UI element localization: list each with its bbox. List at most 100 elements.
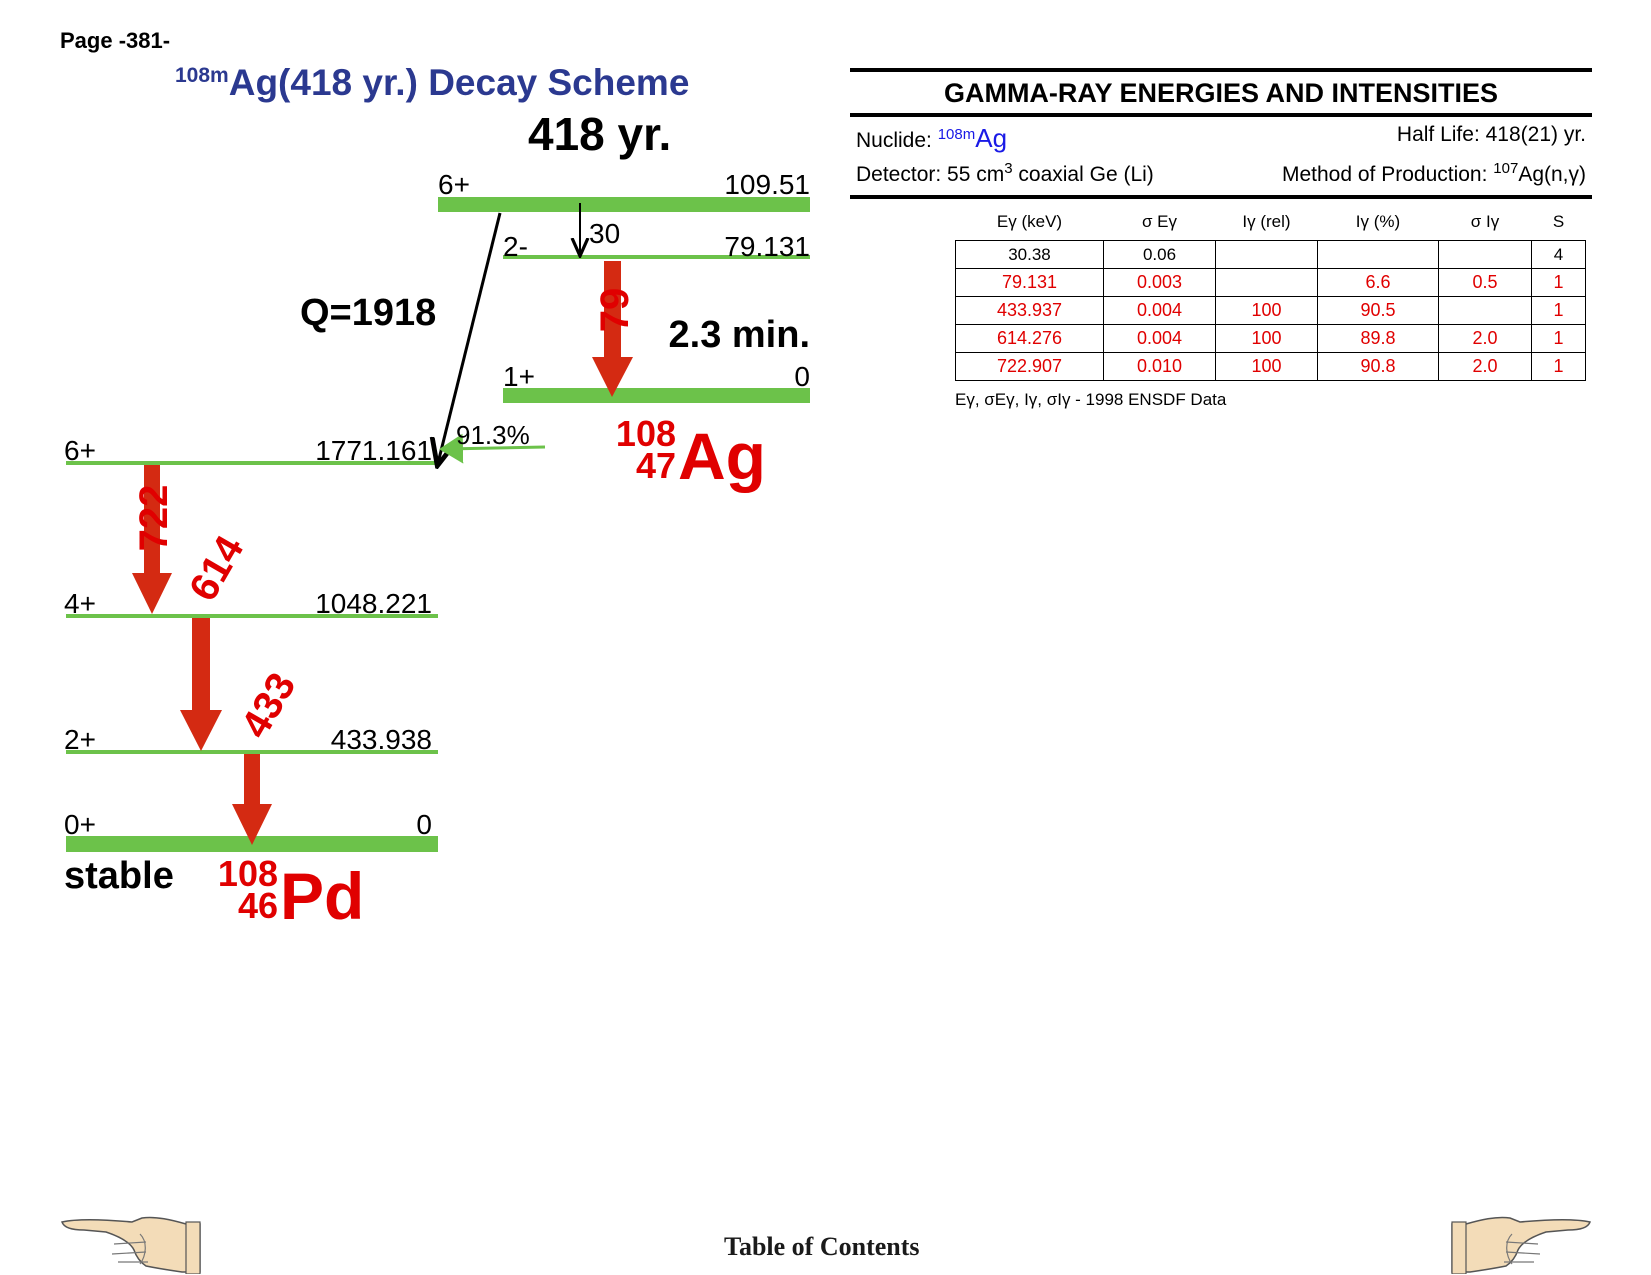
pd-mass-number: 108 [218,853,278,894]
detector-field: Detector: 55 cm3 coaxial Ge (Li) [856,155,1154,189]
gamma-614-head [180,710,222,751]
table-row: 722.907 0.010 100 90.8 2.0 1 [955,352,1586,381]
table-cell [1317,240,1439,269]
table-cell: 90.8 [1317,352,1439,381]
table-cell: 1 [1531,352,1586,381]
table-cell: 0.003 [1103,268,1216,297]
table-cell: 90.5 [1317,296,1439,325]
table-cell: 100 [1215,324,1318,353]
table-cell: 89.8 [1317,324,1439,353]
transition-30-label: 30 [589,218,620,249]
ag-level-1plus-energy: 0 [794,361,810,392]
branch-arrow [439,433,546,464]
branch-percent: 91.3% [456,420,530,450]
method-text-a: Method of Production: [1281,163,1494,186]
table-cell: 1 [1531,296,1586,325]
ag-level-2minus-spin: 2- [503,231,528,262]
ag-level-1plus-spin: 1+ [503,361,535,392]
gamma-table-header: Eγ (keV) σ Eγ Iγ (rel) Iγ (%) σ Iγ S [956,212,1586,241]
gamma-433-head [232,804,272,845]
col-header-sigma-intensity: σ Iγ [1470,212,1500,231]
gamma-79-shaft [604,261,621,357]
table-cell: 0.5 [1438,268,1532,297]
table-cell: 30.38 [955,240,1104,269]
gamma-722-head [132,573,172,614]
transition-79-label: 79 [593,288,637,333]
ag-atomic-number: 47 [636,445,676,486]
table-cell: 6.6 [1317,268,1439,297]
transition-614-label: 614 [181,528,253,608]
pd-symbol: Pd [280,859,364,933]
transition-722-label: 722 [132,485,176,552]
detector-row: Detector: 55 cm3 coaxial Ge (Li) Method … [850,155,1592,189]
pd-level-0plus-spin: 0+ [64,809,96,840]
transition-433-label: 433 [233,666,304,746]
ag-level-1plus-line [503,388,810,403]
title-text: Ag(418 yr.) Decay Scheme [228,62,690,103]
gamma-table: Eγ (keV) σ Eγ Iγ (rel) Iγ (%) σ Iγ S 30.… [955,212,1586,381]
table-cell: 1 [1531,268,1586,297]
ag-level-6plus-line [438,197,810,212]
gamma-433-shaft [244,754,260,804]
pd-level-0plus-energy: 0 [416,809,432,840]
pd-level-6plus-energy: 1771.161 [315,435,432,466]
pd-level-2plus-energy: 433.938 [331,724,432,755]
table-cell: 100 [1215,296,1318,325]
nuclide-field: Nuclide: 108mAg [856,121,1007,155]
detector-text-b: coaxial Ge (Li) [1012,163,1154,186]
table-cell: 0.004 [1103,324,1216,353]
table-footnote: Eγ, σEγ, Iγ, σIγ - 1998 ENSDF Data [955,390,1227,409]
decay-scheme-title: 108mAg(418 yr.) Decay Scheme [175,62,689,104]
col-header-intensity-rel: Iγ (rel) [1242,212,1291,231]
title-mass-superscript: 108m [175,64,229,87]
gamma-heading: GAMMA-RAY ENERGIES AND INTENSITIES [943,78,1499,108]
col-header-sigma-energy: σ Eγ [1141,212,1178,231]
gamma-614-shaft [192,618,210,710]
detector-sup: 3 [1004,160,1013,177]
nuclide-mass-sup: 108m [937,126,976,143]
parent-halflife: 418 yr. [528,108,671,160]
pd-level-2plus-line [66,750,438,754]
nuclide-row: Nuclide: 108mAg Half Life: 418(21) yr. [850,121,1592,155]
pointing-hand-left-icon[interactable] [60,1212,202,1274]
table-cell: 0.06 [1103,240,1216,269]
stable-label: stable [64,855,174,897]
table-cell: 433.937 [955,296,1104,325]
col-header-s: S [1552,212,1565,231]
table-cell: 2.0 [1438,324,1532,353]
detector-text-a: Detector: 55 cm [856,163,1005,186]
table-cell: 100 [1215,352,1318,381]
table-row: 433.937 0.004 100 90.5 1 [955,296,1586,325]
table-row: 30.38 0.06 4 [955,240,1586,269]
table-cell [1438,240,1532,269]
table-row: 614.276 0.004 100 89.8 2.0 1 [955,324,1586,353]
method-field: Method of Production: 107Ag(n,γ) [1282,155,1586,189]
gamma-79-head [592,357,633,397]
table-of-contents-link[interactable]: Table of Contents [724,1232,920,1261]
gamma-info-panel: GAMMA-RAY ENERGIES AND INTENSITIES Nucli… [850,68,1592,199]
pd-atomic-number: 46 [238,885,278,926]
table-cell [1215,240,1318,269]
ag-level-2minus-line [503,255,810,259]
table-row: 79.131 0.003 6.6 0.5 1 [955,268,1586,297]
pd-level-6plus-spin: 6+ [64,435,96,466]
pd-level-4plus-energy: 1048.221 [315,588,432,619]
ag-symbol: Ag [678,419,766,493]
ag-level-2minus-energy: 79.131 [724,231,810,262]
nuclide-symbol: Ag [975,123,1008,153]
pd-level-6plus-line [66,461,438,465]
method-sup: 107 [1493,160,1519,177]
table-cell [1215,268,1318,297]
nuclide-label: Nuclide: [856,129,932,152]
table-cell: 722.907 [955,352,1104,381]
table-cell: 0.004 [1103,296,1216,325]
col-header-energy: Eγ (keV) [996,212,1063,231]
table-cell: 1 [1531,324,1586,353]
pointing-hand-right-icon[interactable] [1450,1212,1592,1274]
page-label: Page -381- [60,28,171,53]
half-life: Half Life: 418(21) yr. [1396,123,1586,146]
table-cell: 0.010 [1103,352,1216,381]
ag-mass-number: 108 [616,413,676,454]
table-cell: 2.0 [1438,352,1532,381]
gamma-722-shaft [144,465,160,573]
